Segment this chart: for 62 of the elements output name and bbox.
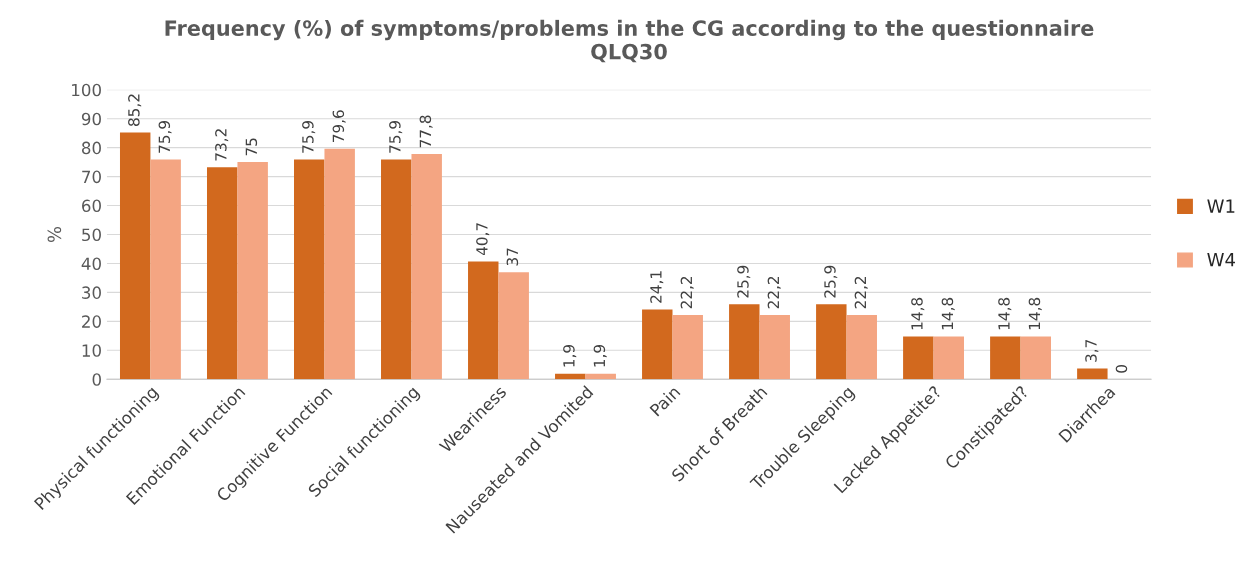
bar (150, 159, 181, 380)
data-label: 75,9 (302, 121, 316, 153)
y-tick-label: 10 (82, 344, 101, 357)
data-label: 22,2 (680, 276, 694, 309)
bar (672, 314, 703, 380)
y-tick-label: 80 (81, 141, 101, 155)
bar (642, 309, 673, 380)
data-label: 37 (506, 248, 519, 266)
x-tick-label: Pain (649, 385, 681, 417)
bar (846, 314, 877, 380)
data-label: 73,2 (215, 129, 229, 161)
y-tick-label: 100 (72, 83, 101, 97)
chart-title: Frequency (%) of symptoms/problems in the CG according to the questionnaire QLQ30 (165, 19, 1094, 63)
data-label: 24,1 (650, 271, 664, 303)
y-tick-label: 0 (92, 373, 101, 386)
bar (759, 314, 790, 380)
bar (237, 162, 268, 380)
data-label: 25,9 (824, 265, 838, 298)
y-tick-label: 20 (82, 315, 101, 328)
bar (990, 336, 1021, 380)
bar (816, 304, 847, 380)
bar (119, 132, 151, 380)
data-label: 75,9 (158, 121, 172, 153)
bar (294, 159, 325, 380)
data-label: 14,8 (1028, 297, 1042, 330)
data-label: 1,9 (593, 344, 607, 367)
data-label: 14,8 (941, 297, 955, 330)
y-tick-label: 50 (82, 228, 101, 242)
data-label: 22,2 (854, 276, 868, 309)
data-label: 75,9 (389, 121, 403, 153)
y-tick-label: 70 (82, 170, 101, 184)
data-label: 75 (245, 138, 258, 156)
data-label: 79,6 (332, 110, 346, 142)
y-tick-label: 60 (82, 199, 101, 213)
legend-label: W1 (1207, 199, 1235, 213)
y-axis-title: % (47, 226, 62, 243)
data-label: 77,8 (419, 115, 433, 148)
data-label: 0 (1115, 364, 1128, 373)
data-label: 3,7 (1085, 339, 1099, 362)
data-label: 14,8 (998, 297, 1012, 330)
data-label: 40,7 (476, 223, 490, 256)
data-label: 25,9 (737, 265, 751, 298)
y-tick-label: 90 (81, 112, 101, 126)
y-tick-label: 40 (81, 257, 101, 271)
legend-label: W4 (1207, 253, 1235, 267)
bar (206, 167, 238, 380)
bar (324, 148, 355, 380)
bar (381, 159, 412, 380)
bar (468, 261, 499, 380)
bar (411, 154, 442, 380)
data-label: 22,2 (767, 276, 781, 309)
bar (585, 373, 616, 380)
data-label: 85,2 (128, 94, 142, 126)
bar (1020, 336, 1052, 380)
bar (498, 272, 529, 380)
bar (903, 336, 934, 380)
y-tick-label: 30 (82, 286, 101, 299)
data-label: 14,8 (911, 297, 925, 330)
bar (1077, 368, 1108, 380)
data-label: 1,9 (563, 344, 577, 367)
bar (933, 336, 964, 380)
bar (729, 304, 760, 380)
